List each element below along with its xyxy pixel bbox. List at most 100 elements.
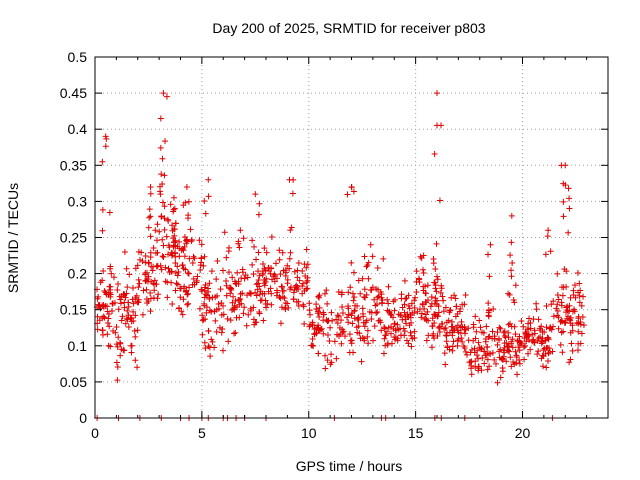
data-point	[562, 162, 569, 169]
data-point	[240, 235, 247, 242]
data-point	[525, 350, 532, 357]
data-point	[263, 249, 270, 256]
data-point	[455, 335, 462, 342]
data-point	[104, 331, 111, 338]
data-point	[277, 271, 284, 278]
data-point	[334, 320, 341, 327]
data-point	[451, 327, 458, 334]
data-point	[223, 282, 230, 289]
data-point	[274, 289, 281, 296]
data-point	[440, 297, 447, 304]
data-point	[142, 253, 149, 260]
data-point	[146, 214, 153, 221]
data-point	[354, 329, 361, 336]
data-point	[302, 272, 309, 279]
data-point	[365, 275, 372, 282]
data-point	[203, 309, 210, 316]
data-point	[199, 312, 206, 319]
data-point	[287, 227, 294, 234]
data-point	[345, 289, 352, 296]
data-point	[130, 308, 137, 315]
data-point	[339, 329, 346, 336]
data-point	[509, 344, 516, 351]
data-point	[159, 253, 166, 260]
data-point	[169, 300, 176, 307]
data-point	[459, 301, 466, 308]
data-point	[531, 339, 538, 346]
data-point	[147, 213, 154, 220]
data-point	[367, 241, 374, 248]
data-point	[432, 312, 439, 319]
data-point	[307, 321, 314, 328]
data-point	[484, 251, 491, 258]
data-point	[392, 334, 399, 341]
data-point	[166, 269, 173, 276]
data-point	[422, 311, 429, 318]
data-point	[156, 228, 163, 235]
data-point	[228, 287, 235, 294]
data-point	[508, 239, 515, 246]
data-point	[547, 325, 554, 332]
data-point	[282, 304, 289, 311]
data-point	[347, 284, 354, 291]
data-point	[550, 323, 557, 330]
data-point	[408, 332, 415, 339]
data-point	[235, 240, 242, 247]
data-point	[438, 285, 445, 292]
data-point	[512, 331, 519, 338]
data-point	[526, 315, 533, 322]
data-point	[214, 258, 221, 265]
data-point	[109, 307, 116, 314]
data-point	[172, 220, 179, 227]
data-point	[185, 198, 192, 205]
data-point	[485, 300, 492, 307]
data-point	[263, 275, 270, 282]
data-point	[558, 317, 565, 324]
data-point	[462, 348, 469, 355]
data-point	[165, 265, 172, 272]
data-point	[180, 202, 187, 209]
data-point	[497, 325, 504, 332]
data-point	[243, 322, 250, 329]
data-point	[538, 355, 545, 362]
data-point	[401, 301, 408, 308]
data-point	[219, 267, 226, 274]
data-point	[499, 355, 506, 362]
data-point	[99, 331, 106, 338]
data-point	[505, 334, 512, 341]
data-point	[349, 290, 356, 297]
data-point	[458, 323, 465, 330]
data-point	[533, 306, 540, 313]
data-point	[239, 269, 246, 276]
data-point	[570, 291, 577, 298]
data-point	[335, 288, 342, 295]
data-point	[431, 300, 438, 307]
data-point	[390, 325, 397, 332]
data-point	[511, 323, 518, 330]
data-point	[510, 296, 517, 303]
data-point	[516, 347, 523, 354]
data-point	[401, 328, 408, 335]
data-point	[162, 138, 169, 145]
data-point	[557, 341, 564, 348]
data-point	[184, 291, 191, 298]
data-point	[542, 350, 549, 357]
data-point	[135, 284, 142, 291]
data-point	[385, 324, 392, 331]
data-point	[364, 327, 371, 334]
data-point	[132, 312, 139, 319]
data-point	[278, 283, 285, 290]
data-point	[555, 325, 562, 332]
data-point	[434, 90, 440, 97]
data-point	[239, 290, 246, 297]
data-point	[515, 337, 522, 344]
data-point	[328, 309, 335, 316]
data-point	[125, 299, 132, 306]
data-point	[229, 299, 236, 306]
data-point	[477, 324, 484, 331]
data-point	[507, 320, 514, 327]
data-point	[197, 262, 204, 269]
data-point	[249, 237, 256, 244]
data-point	[489, 349, 496, 356]
data-point	[277, 295, 284, 302]
